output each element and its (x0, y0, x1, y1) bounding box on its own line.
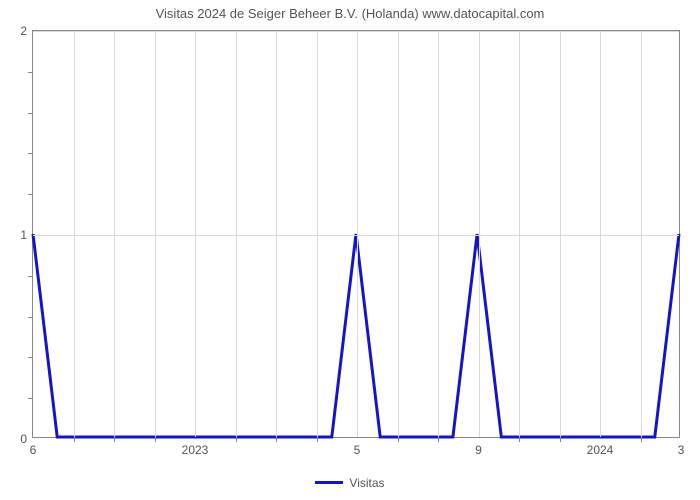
legend: Visitas (0, 475, 700, 490)
x-minor-tick (236, 437, 237, 442)
x-tick-label: 5 (354, 443, 361, 457)
grid-line-v (560, 31, 561, 437)
grid-line-v (641, 31, 642, 437)
y-minor-tick (28, 398, 33, 399)
x-minor-tick (155, 437, 156, 442)
y-tick-label: 0 (20, 432, 27, 446)
grid-line-v (317, 31, 318, 437)
x-minor-tick (438, 437, 439, 442)
x-minor-tick (74, 437, 75, 442)
grid-line-v (438, 31, 439, 437)
grid-line-v (479, 31, 480, 437)
x-minor-tick (276, 437, 277, 442)
x-tick-label: 3 (678, 443, 685, 457)
x-minor-tick (398, 437, 399, 442)
y-tick-label: 2 (20, 24, 27, 38)
grid-line-v (114, 31, 115, 437)
legend-swatch (315, 481, 343, 484)
y-minor-tick (28, 113, 33, 114)
x-minor-tick (317, 437, 318, 442)
y-minor-tick (28, 357, 33, 358)
y-minor-tick (28, 194, 33, 195)
y-minor-tick (28, 72, 33, 73)
grid-line-v (519, 31, 520, 437)
x-minor-tick (519, 437, 520, 442)
grid-line-v (195, 31, 196, 437)
grid-line-v (398, 31, 399, 437)
x-minor-tick (114, 437, 115, 442)
x-tick-label: 2024 (587, 443, 614, 457)
grid-line-h (33, 31, 679, 32)
chart-title: Visitas 2024 de Seiger Beheer B.V. (Hola… (0, 6, 700, 21)
x-tick-label: 9 (475, 443, 482, 457)
x-tick-label: 6 (30, 443, 37, 457)
grid-line-v (236, 31, 237, 437)
x-minor-tick (560, 437, 561, 442)
visits-line (33, 234, 679, 437)
grid-line-h (33, 235, 679, 236)
grid-line-v (276, 31, 277, 437)
legend-label: Visitas (349, 476, 384, 490)
grid-line-v (600, 31, 601, 437)
y-minor-tick (28, 153, 33, 154)
grid-line-v (74, 31, 75, 437)
series-layer (33, 31, 679, 437)
y-minor-tick (28, 276, 33, 277)
x-tick-label: 2023 (182, 443, 209, 457)
visits-chart: Visitas 2024 de Seiger Beheer B.V. (Hola… (0, 0, 700, 500)
grid-line-v (357, 31, 358, 437)
x-minor-tick (641, 437, 642, 442)
grid-line-v (155, 31, 156, 437)
y-minor-tick (28, 317, 33, 318)
y-tick-label: 1 (20, 228, 27, 242)
plot-area: 012620235920243 (32, 30, 680, 438)
